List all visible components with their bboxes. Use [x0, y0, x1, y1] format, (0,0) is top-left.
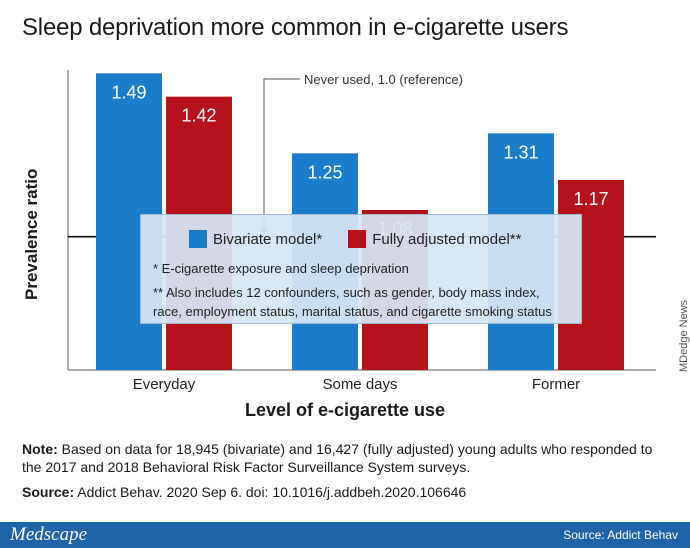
legend-label-adjusted: Fully adjusted model**	[372, 230, 522, 248]
legend-swatch-adjusted	[348, 230, 367, 248]
data-label-bivariate-0: 1.49	[111, 82, 146, 102]
legend-swatch-bivariate	[189, 230, 207, 248]
x-tick-label-0: Everyday	[133, 376, 196, 393]
x-axis-label: Level of e-cigarette use	[244, 400, 446, 420]
legend-footnote-2b: race, employment status, marital status,…	[153, 304, 552, 319]
data-label-adjusted-2: 1.17	[573, 189, 608, 209]
x-tick-label-1: Some days	[322, 376, 397, 393]
legend-item-adjusted: Fully adjusted model**	[348, 230, 521, 248]
credit-text: MDedge News	[678, 299, 690, 372]
data-label-adjusted-0: 1.42	[181, 106, 216, 126]
legend-footnote-2a: ** Also includes 12 confounders, such as…	[153, 285, 540, 300]
source-body: Addict Behav. 2020 Sep 6. doi: 10.1016/j…	[74, 484, 467, 500]
note-label: Note:	[22, 441, 58, 457]
legend-label-bivariate: Bivariate model*	[213, 230, 323, 248]
note-body: Based on data for 18,945 (bivariate) and…	[22, 441, 653, 475]
footer-bar: Medscape Source: Addict Behav	[0, 522, 690, 548]
legend-item-bivariate: Bivariate model*	[189, 230, 322, 248]
note-text: Note: Based on data for 18,945 (bivariat…	[22, 440, 672, 476]
legend-box: Bivariate model* Fully adjusted model** …	[140, 214, 582, 324]
footer-source: Source: Addict Behav	[563, 528, 678, 542]
legend-footnote-1: * E-cigarette exposure and sleep depriva…	[153, 261, 409, 276]
reference-leader-line	[263, 78, 300, 229]
data-label-bivariate-2: 1.31	[503, 142, 538, 162]
source-text: Source: Addict Behav. 2020 Sep 6. doi: 1…	[22, 484, 466, 500]
chart-title: Sleep deprivation more common in e-cigar…	[22, 14, 569, 41]
medscape-logo[interactable]: Medscape	[10, 524, 88, 545]
legend-series-row: Bivariate model* Fully adjusted model**	[189, 230, 547, 248]
reference-label: Never used, 1.0 (reference)	[304, 72, 463, 87]
source-label: Source:	[22, 484, 75, 500]
y-axis-label: Prevalence ratio	[22, 168, 41, 300]
data-label-bivariate-1: 1.25	[307, 162, 342, 182]
x-tick-label-2: Former	[532, 376, 580, 393]
